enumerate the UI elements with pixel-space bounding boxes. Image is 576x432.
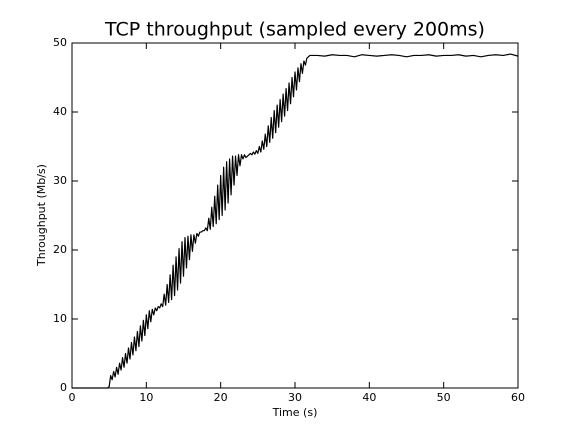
plot-frame bbox=[71, 42, 519, 389]
x-tick-label: 10 bbox=[139, 391, 153, 404]
x-tick-label: 20 bbox=[214, 391, 228, 404]
y-tick-label: 40 bbox=[53, 105, 67, 118]
y-tick-label: 10 bbox=[53, 312, 67, 325]
x-axis-label: Time (s) bbox=[272, 406, 318, 419]
y-tick-label: 50 bbox=[53, 36, 67, 49]
data-line bbox=[72, 53, 519, 389]
y-tick-label: 20 bbox=[53, 243, 67, 256]
y-tick-label: 30 bbox=[53, 174, 67, 187]
x-tick-label: 30 bbox=[288, 391, 302, 404]
x-tick-label: 50 bbox=[437, 391, 451, 404]
x-tick-label: 0 bbox=[69, 391, 76, 404]
chart-title: TCP throughput (sampled every 200ms) bbox=[104, 19, 485, 41]
x-tick-label: 40 bbox=[362, 391, 376, 404]
y-axis-label: Throughput (Mb/s) bbox=[35, 164, 48, 267]
y-tick-label: 0 bbox=[60, 381, 67, 394]
x-tick-label: 60 bbox=[511, 391, 525, 404]
